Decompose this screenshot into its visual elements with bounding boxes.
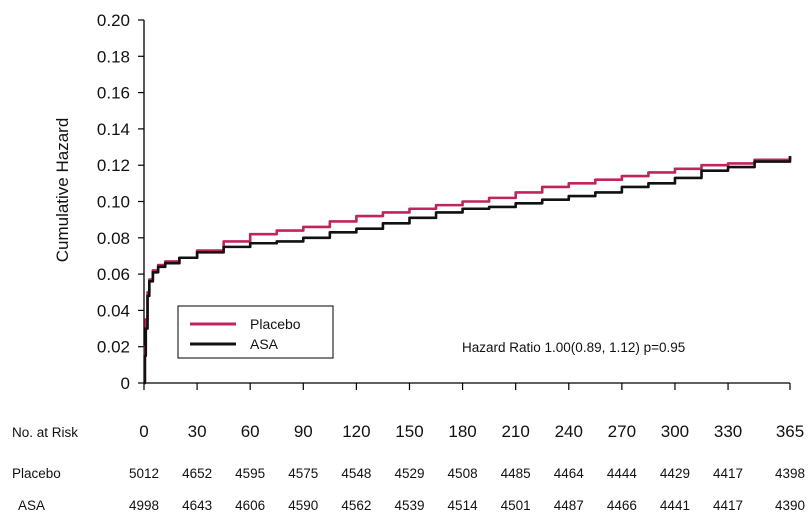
x-tick-label: 180 <box>448 422 476 441</box>
risk-value-asa: 4487 <box>554 498 584 513</box>
risk-table-header: No. at Risk <box>12 425 78 440</box>
y-tick-label: 0.08 <box>97 229 130 248</box>
x-tick-label: 0 <box>139 422 148 441</box>
risk-row-label-placebo: Placebo <box>12 466 61 481</box>
series-line-asa <box>143 156 792 385</box>
y-tick-label: 0.10 <box>97 193 130 212</box>
hazard-ratio-annotation: Hazard Ratio 1.00(0.89, 1.12) p=0.95 <box>462 340 685 355</box>
risk-value-asa: 4466 <box>607 498 637 513</box>
risk-value-placebo: 4398 <box>775 466 805 481</box>
risk-value-asa: 4539 <box>394 498 424 513</box>
x-tick-label: 120 <box>342 422 370 441</box>
risk-value-placebo: 5012 <box>129 466 159 481</box>
risk-value-asa: 4998 <box>129 498 159 513</box>
x-ticks: 0 30 60 90 120 150 180 210 240 270 300 330 365 <box>139 383 804 441</box>
risk-value-placebo: 4485 <box>501 466 531 481</box>
x-tick-label: 300 <box>661 422 689 441</box>
y-ticks: 0.20 0.18 0.16 0.14 0.12 0.10 0.08 0.06 0.04 0.02… <box>97 11 144 393</box>
risk-value-asa: 4562 <box>341 498 371 513</box>
risk-value-placebo: 4508 <box>448 466 478 481</box>
y-tick-label: 0.20 <box>97 11 130 30</box>
y-tick-label: 0.02 <box>97 338 130 357</box>
y-tick-label: 0 <box>121 374 130 393</box>
x-tick-label: 240 <box>555 422 583 441</box>
risk-value-placebo: 4575 <box>288 466 318 481</box>
risk-value-placebo: 4444 <box>607 466 638 481</box>
series-layer <box>143 156 792 385</box>
legend-label-placebo: Placebo <box>250 316 301 332</box>
y-tick-label: 0.12 <box>97 156 130 175</box>
risk-value-placebo: 4464 <box>554 466 585 481</box>
legend: Placebo ASA <box>177 305 334 359</box>
x-tick-label: 365 <box>776 422 804 441</box>
y-axis-label: Cumulative Hazard <box>53 118 72 263</box>
risk-value-asa: 4590 <box>288 498 318 513</box>
risk-value-asa: 4514 <box>448 498 479 513</box>
risk-value-asa: 4390 <box>775 498 805 513</box>
risk-row-label-asa: ASA <box>18 498 45 513</box>
risk-value-asa: 4441 <box>660 498 690 513</box>
risk-value-asa: 4501 <box>501 498 531 513</box>
y-tick-label: 0.14 <box>97 120 130 139</box>
risk-value-placebo: 4595 <box>235 466 265 481</box>
risk-value-asa: 4417 <box>713 498 743 513</box>
legend-box <box>177 305 334 359</box>
risk-value-asa: 4643 <box>182 498 212 513</box>
x-tick-label: 270 <box>608 422 636 441</box>
risk-value-placebo: 4529 <box>394 466 424 481</box>
y-tick-label: 0.18 <box>97 47 130 66</box>
x-tick-label: 330 <box>714 422 742 441</box>
risk-value-placebo: 4429 <box>660 466 690 481</box>
y-tick-label: 0.06 <box>97 265 130 284</box>
risk-value-placebo: 4548 <box>341 466 371 481</box>
legend-label-asa: ASA <box>250 336 279 352</box>
y-tick-label: 0.16 <box>97 84 130 103</box>
x-tick-label: 60 <box>241 422 260 441</box>
x-tick-label: 30 <box>188 422 207 441</box>
x-tick-label: 90 <box>294 422 313 441</box>
series-line-placebo <box>143 156 792 385</box>
risk-table-values: 5012 4652 4595 4575 4548 4529 4508 4485 4464 4444… <box>129 466 805 513</box>
risk-value-asa: 4606 <box>235 498 265 513</box>
x-tick-label: 150 <box>395 422 423 441</box>
risk-value-placebo: 4417 <box>713 466 743 481</box>
x-tick-label: 210 <box>501 422 529 441</box>
risk-value-placebo: 4652 <box>182 466 212 481</box>
y-tick-label: 0.04 <box>97 301 130 320</box>
